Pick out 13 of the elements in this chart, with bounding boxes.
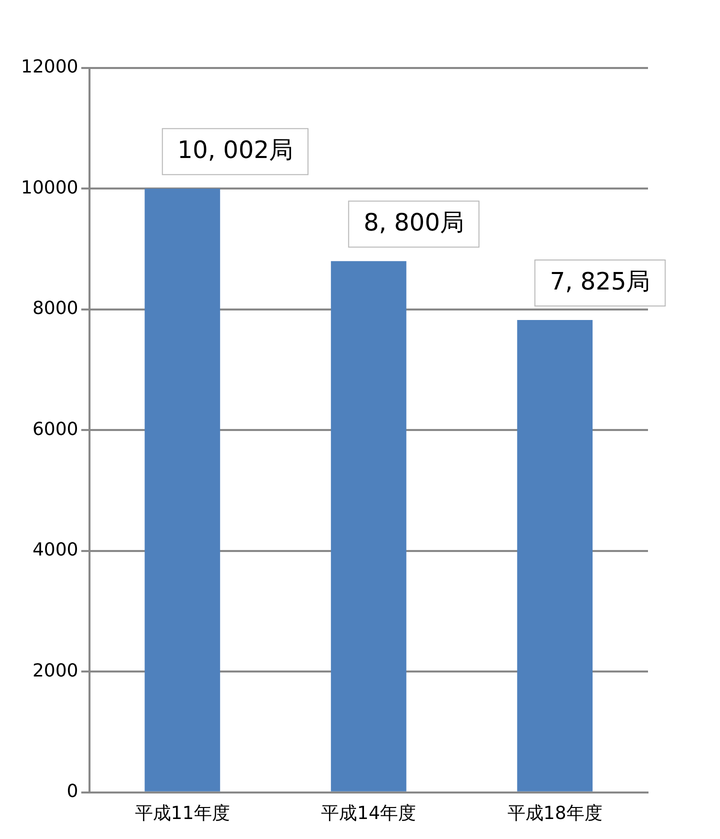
x-tick-label: 平成14年度 [321, 802, 416, 824]
y-tick-label: 8000 [32, 298, 78, 320]
x-tick-label: 平成11年度 [134, 802, 230, 824]
annotation: 10, 002局 [177, 136, 293, 164]
y-tick-label: 4000 [32, 540, 78, 561]
y-tick-label: 10000 [20, 177, 78, 198]
annotation: 8, 800局 [364, 208, 464, 236]
y-tick-label: 12000 [20, 56, 78, 78]
y-tick-label: 2000 [32, 660, 78, 682]
y-tick-label: 6000 [32, 418, 78, 440]
annotation: 7, 825局 [550, 267, 650, 296]
y-tick-label: 0 [66, 781, 78, 802]
x-tick-label: 平成18年度 [507, 802, 602, 824]
